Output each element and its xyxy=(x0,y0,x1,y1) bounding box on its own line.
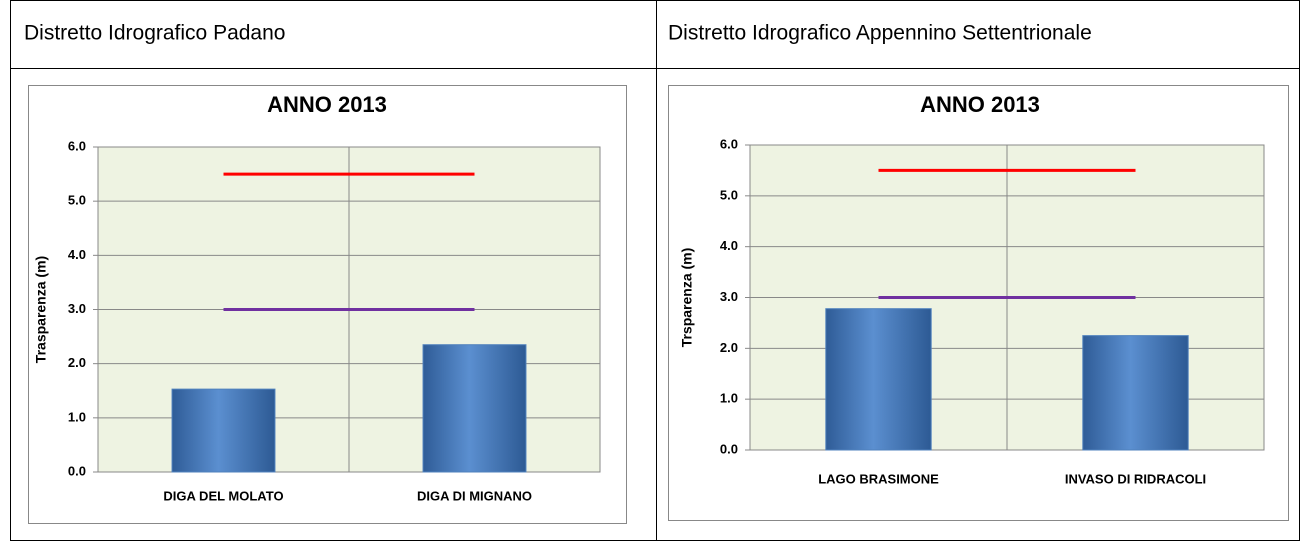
x-tick-label: INVASO DI RIDRACOLI xyxy=(1065,471,1206,486)
y-tick-label: 3.0 xyxy=(720,289,738,304)
bar xyxy=(1082,335,1189,451)
chart-title: ANNO 2013 xyxy=(920,92,1040,117)
y-axis-label: Trsparenza (m) xyxy=(679,248,695,348)
y-axis-label: Trasparenza (m) xyxy=(33,256,49,363)
y-tick-label: 5.0 xyxy=(720,187,738,202)
x-tick-label: LAGO BRASIMONE xyxy=(818,471,939,486)
y-tick-label: 2.0 xyxy=(720,340,738,355)
y-tick-label: 2.0 xyxy=(68,355,86,370)
y-tick-label: 3.0 xyxy=(68,301,86,316)
y-tick-label: 1.0 xyxy=(720,391,738,406)
bar xyxy=(422,344,527,473)
bar xyxy=(171,388,276,473)
column-header: Distretto Idrografico Appennino Settentr… xyxy=(668,22,1092,45)
y-tick-label: 4.0 xyxy=(720,238,738,253)
chart-title: ANNO 2013 xyxy=(267,92,387,117)
y-tick-label: 6.0 xyxy=(68,138,86,153)
bar xyxy=(825,308,932,451)
y-tick-label: 0.0 xyxy=(68,463,86,478)
y-tick-label: 1.0 xyxy=(68,409,86,424)
x-tick-label: DIGA DEL MOLATO xyxy=(163,488,283,503)
y-tick-label: 0.0 xyxy=(720,441,738,456)
x-tick-label: DIGA DI MIGNANO xyxy=(417,488,532,503)
column-header: Distretto Idrografico Padano xyxy=(24,22,285,45)
y-tick-label: 6.0 xyxy=(720,136,738,151)
y-tick-label: 4.0 xyxy=(68,247,86,262)
y-tick-label: 5.0 xyxy=(68,193,86,208)
